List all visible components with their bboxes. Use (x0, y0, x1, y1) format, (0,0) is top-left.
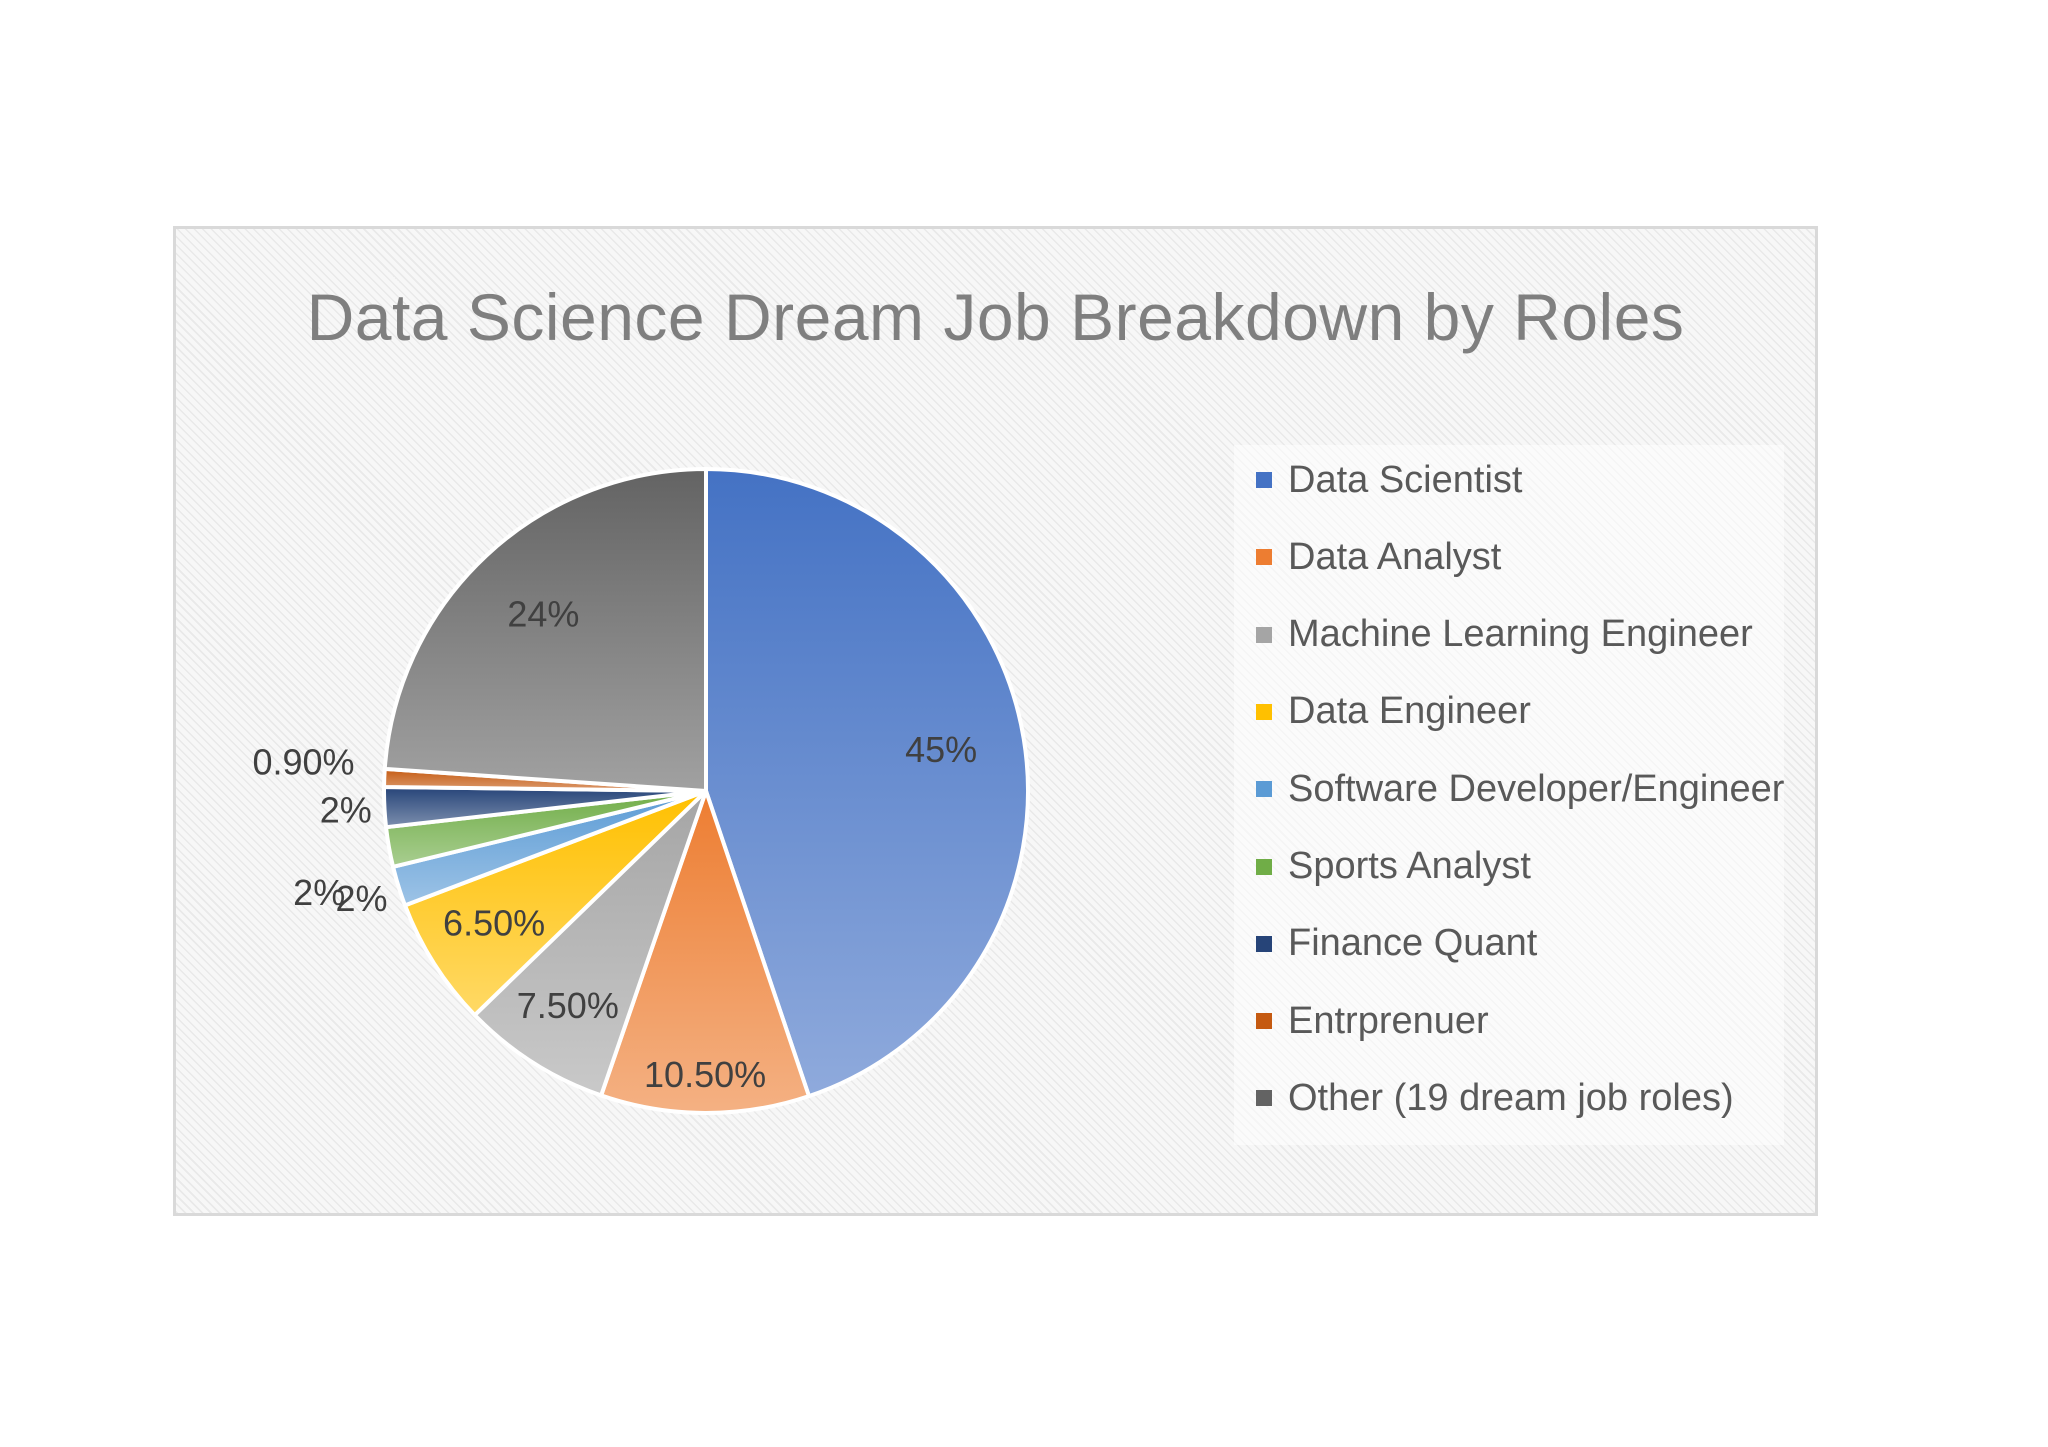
chart-area: Data Science Dream Job Breakdown by Role… (173, 226, 1818, 1216)
legend-swatch (1256, 1013, 1272, 1030)
legend-label: Sports Analyst (1288, 845, 1531, 887)
data-label-finance-quant: 2% (320, 790, 372, 831)
legend-item-entrprenuer: Entrprenuer (1234, 996, 1489, 1046)
legend: Data Scientist Data Analyst Machine Learni… (1234, 445, 1784, 1145)
data-label-entrprenuer: 0.90% (252, 742, 354, 783)
legend-item-other-19-dream-job-roles: Other (19 dream job roles) (1234, 1073, 1734, 1123)
chart-title: Data Science Dream Job Breakdown by Role… (306, 280, 1685, 354)
legend-label: Software Developer/Engineer (1288, 767, 1785, 810)
legend-label: Data Scientist (1288, 458, 1523, 501)
pie-slice-data-engineer (402, 789, 708, 1018)
data-label-software-developer-engineer: 2% (335, 878, 387, 919)
pie-slice-data-analyst (599, 789, 811, 1115)
legend-item-finance-quant: Finance Quant (1234, 919, 1537, 969)
data-label-data-scientist: 45% (905, 729, 977, 770)
legend-swatch (1256, 935, 1272, 952)
data-label-machine-learning-engineer: 7.50% (517, 985, 619, 1026)
legend-swatch (1256, 472, 1272, 488)
legend-swatch (1256, 549, 1272, 566)
legend-swatch (1256, 781, 1272, 798)
legend-item-sports-analyst: Sports Analyst (1234, 842, 1531, 892)
legend-label: Other (19 dream job roles) (1288, 1076, 1734, 1119)
legend-item-software-developer-engineer: Software Developer/Engineer (1234, 764, 1784, 814)
legend-label: Data Engineer (1288, 690, 1531, 733)
legend-swatch (1256, 1090, 1272, 1107)
legend-item-machine-learning-engineer: Machine Learning Engineer (1234, 610, 1753, 660)
legend-swatch (1256, 858, 1272, 875)
data-label-sports-analyst: 2% (293, 872, 345, 913)
data-label-other-19-dream-job-roles: 24% (507, 593, 579, 634)
legend-swatch (1256, 703, 1272, 720)
data-label-data-analyst: 10.50% (644, 1054, 766, 1095)
legend-item-data-engineer: Data Engineer (1234, 687, 1531, 737)
legend-item-data-scientist: Data Scientist (1234, 455, 1522, 505)
pie-slice-machine-learning-engineer (472, 789, 708, 1098)
pie-slice-other-19-dream-job-roles (382, 467, 708, 793)
pie-slice-data-scientist (704, 467, 1030, 1099)
data-label-data-engineer: 6.50% (443, 902, 545, 943)
legend-label: Entrprenuer (1288, 999, 1489, 1042)
legend-label: Finance Quant (1288, 922, 1538, 965)
legend-label: Data Analyst (1288, 535, 1502, 578)
pie-chart: 45%10.50%7.50%6.50%2%2%2%0.90%24% (252, 467, 1030, 1115)
legend-label: Machine Learning Engineer (1288, 613, 1753, 656)
legend-item-data-analyst: Data Analyst (1234, 532, 1501, 582)
legend-swatch (1256, 626, 1272, 643)
